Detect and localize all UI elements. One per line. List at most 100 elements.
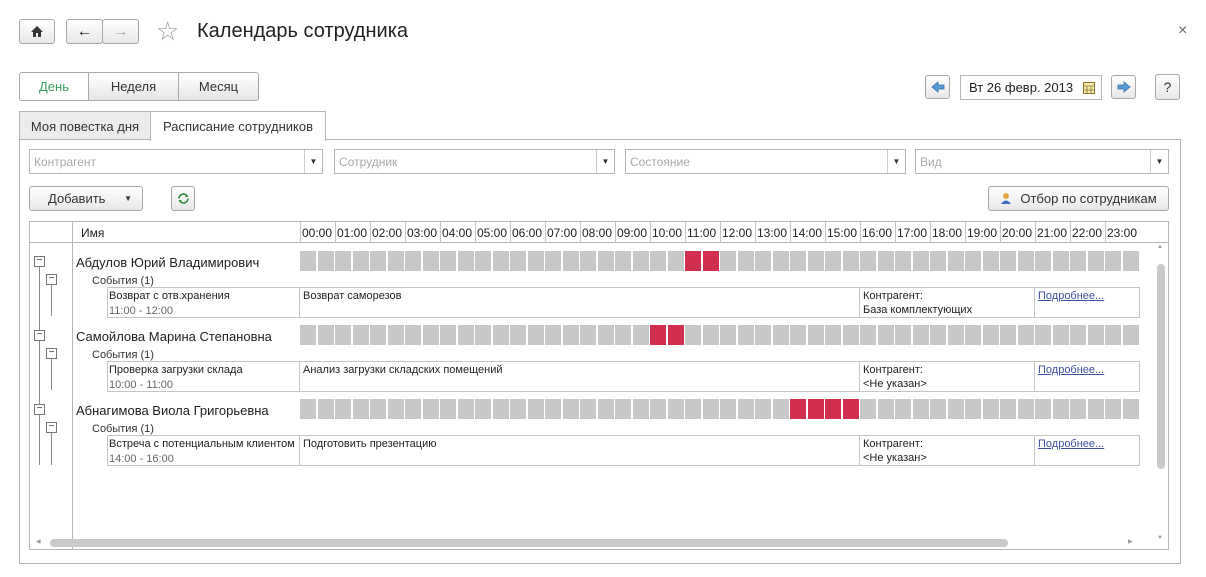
- free-slot[interactable]: [527, 251, 544, 271]
- counterparty-filter[interactable]: Контрагент ▼: [29, 149, 323, 174]
- free-slot[interactable]: [737, 399, 754, 419]
- free-slot[interactable]: [1035, 251, 1051, 271]
- busy-slot[interactable]: [702, 251, 719, 271]
- free-slot[interactable]: [685, 325, 701, 345]
- vertical-scrollbar[interactable]: ▲ ▼: [1156, 244, 1166, 544]
- free-slot[interactable]: [772, 251, 789, 271]
- free-slot[interactable]: [387, 251, 404, 271]
- free-slot[interactable]: [965, 325, 981, 345]
- free-slot[interactable]: [650, 399, 666, 419]
- free-slot[interactable]: [1122, 251, 1139, 271]
- free-slot[interactable]: [947, 251, 964, 271]
- free-slot[interactable]: [790, 325, 806, 345]
- free-slot[interactable]: [457, 399, 474, 419]
- date-field[interactable]: Вт 26 февр. 2013: [960, 75, 1102, 100]
- free-slot[interactable]: [457, 325, 474, 345]
- free-slot[interactable]: [545, 325, 561, 345]
- free-slot[interactable]: [1087, 251, 1104, 271]
- vertical-scroll-thumb[interactable]: [1157, 264, 1165, 469]
- free-slot[interactable]: [965, 399, 981, 419]
- free-slot[interactable]: [1122, 325, 1139, 345]
- close-icon[interactable]: ×: [1178, 22, 1188, 39]
- free-slot[interactable]: [562, 251, 579, 271]
- free-slot[interactable]: [335, 399, 351, 419]
- free-slot[interactable]: [1070, 251, 1086, 271]
- free-slot[interactable]: [300, 399, 316, 419]
- free-slot[interactable]: [597, 325, 614, 345]
- free-slot[interactable]: [352, 251, 369, 271]
- add-button[interactable]: Добавить ▼: [29, 186, 143, 211]
- scroll-right-icon[interactable]: ▶: [1128, 539, 1133, 545]
- free-slot[interactable]: [930, 251, 946, 271]
- free-slot[interactable]: [860, 251, 876, 271]
- busy-slot[interactable]: [685, 251, 701, 271]
- tab-my-agenda[interactable]: Моя повестка дня: [19, 111, 151, 140]
- free-slot[interactable]: [720, 399, 736, 419]
- free-slot[interactable]: [580, 399, 596, 419]
- forward-button[interactable]: →: [102, 19, 139, 44]
- prev-date-button[interactable]: [925, 75, 950, 99]
- free-slot[interactable]: [370, 399, 386, 419]
- free-slot[interactable]: [895, 325, 911, 345]
- free-slot[interactable]: [667, 251, 684, 271]
- event-row[interactable]: Проверка загрузки склада 10:00 - 11:00 А…: [107, 361, 1140, 392]
- free-slot[interactable]: [982, 325, 999, 345]
- free-slot[interactable]: [597, 251, 614, 271]
- chevron-down-icon[interactable]: ▼: [887, 150, 905, 173]
- free-slot[interactable]: [825, 325, 841, 345]
- free-slot[interactable]: [1105, 325, 1121, 345]
- free-slot[interactable]: [440, 399, 456, 419]
- free-slot[interactable]: [1087, 399, 1104, 419]
- free-slot[interactable]: [335, 251, 351, 271]
- free-slot[interactable]: [877, 251, 894, 271]
- free-slot[interactable]: [545, 251, 561, 271]
- event-row[interactable]: Встреча с потенциальным клиентом 14:00 -…: [107, 435, 1140, 466]
- free-slot[interactable]: [492, 399, 509, 419]
- free-slot[interactable]: [440, 251, 456, 271]
- free-slot[interactable]: [405, 251, 421, 271]
- free-slot[interactable]: [580, 325, 596, 345]
- free-slot[interactable]: [387, 325, 404, 345]
- free-slot[interactable]: [1105, 399, 1121, 419]
- free-slot[interactable]: [702, 325, 719, 345]
- scroll-up-icon[interactable]: ▲: [1157, 244, 1163, 250]
- free-slot[interactable]: [475, 325, 491, 345]
- busy-slot[interactable]: [807, 399, 824, 419]
- free-slot[interactable]: [317, 399, 334, 419]
- free-slot[interactable]: [387, 399, 404, 419]
- free-slot[interactable]: [720, 251, 736, 271]
- free-slot[interactable]: [492, 325, 509, 345]
- free-slot[interactable]: [1070, 399, 1086, 419]
- free-slot[interactable]: [352, 399, 369, 419]
- details-link[interactable]: Подробнее...: [1038, 438, 1105, 450]
- busy-slot[interactable]: [650, 325, 666, 345]
- free-slot[interactable]: [895, 251, 911, 271]
- free-slot[interactable]: [632, 251, 649, 271]
- free-slot[interactable]: [352, 325, 369, 345]
- free-slot[interactable]: [527, 399, 544, 419]
- free-slot[interactable]: [947, 399, 964, 419]
- free-slot[interactable]: [1035, 399, 1051, 419]
- collapse-icon[interactable]: −: [46, 422, 57, 433]
- calendar-icon[interactable]: [1083, 82, 1095, 94]
- free-slot[interactable]: [982, 399, 999, 419]
- busy-slot[interactable]: [790, 399, 806, 419]
- free-slot[interactable]: [895, 399, 911, 419]
- free-slot[interactable]: [947, 325, 964, 345]
- free-slot[interactable]: [527, 325, 544, 345]
- free-slot[interactable]: [632, 399, 649, 419]
- free-slot[interactable]: [755, 251, 771, 271]
- free-slot[interactable]: [405, 325, 421, 345]
- free-slot[interactable]: [667, 399, 684, 419]
- period-day-button[interactable]: День: [19, 72, 89, 101]
- free-slot[interactable]: [597, 399, 614, 419]
- free-slot[interactable]: [370, 325, 386, 345]
- free-slot[interactable]: [300, 251, 316, 271]
- tab-employee-schedule[interactable]: Расписание сотрудников: [150, 111, 326, 141]
- details-link[interactable]: Подробнее...: [1038, 290, 1105, 302]
- free-slot[interactable]: [877, 399, 894, 419]
- chevron-down-icon[interactable]: ▼: [596, 150, 614, 173]
- free-slot[interactable]: [737, 251, 754, 271]
- free-slot[interactable]: [1017, 325, 1034, 345]
- help-button[interactable]: ?: [1155, 74, 1180, 100]
